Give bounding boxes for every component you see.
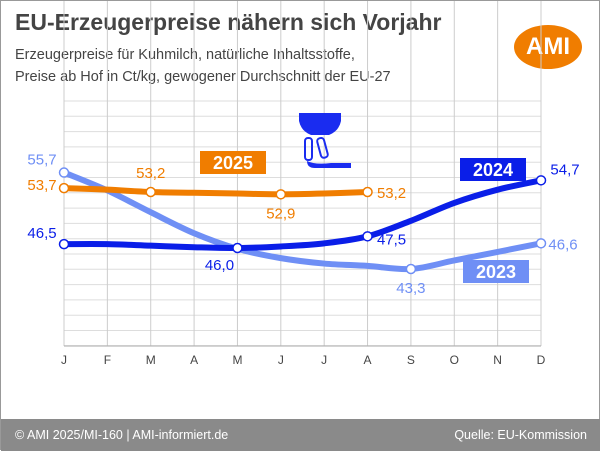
data-point [232, 242, 243, 254]
legend-label-2023: 2023 [476, 262, 516, 282]
series-tag-bg [200, 151, 266, 174]
chart-title: EU-Erzeugerpreise nähern sich Vorjahr [15, 9, 442, 35]
x-tick-label: M [146, 353, 156, 367]
data-point [275, 189, 287, 200]
x-tick-label: F [104, 353, 111, 367]
data-point [58, 238, 70, 250]
series-tag-bg [463, 260, 529, 283]
data-point [145, 186, 156, 198]
milking-cluster-icon [299, 113, 351, 168]
x-tick-label: N [493, 353, 502, 367]
data-label: 52,9 [266, 205, 295, 222]
x-tick-label: M [232, 353, 242, 367]
x-tick-label: J [321, 353, 327, 367]
x-tick-label: S [407, 353, 415, 367]
data-label: 54,7 [550, 161, 579, 178]
data-label: 46,0 [205, 257, 234, 274]
data-label: 53,2 [136, 165, 165, 182]
source: Quelle: EU-Kommission [454, 428, 587, 442]
data-point [535, 238, 547, 249]
x-tick-label: O [450, 353, 459, 367]
data-point [535, 175, 547, 186]
x-tick-label: J [61, 353, 67, 367]
series-line-2024 [61, 177, 544, 252]
x-tick-label: J [278, 353, 284, 367]
copyright: © AMI 2025/MI-160 | AMI-informiert.de [15, 428, 229, 442]
x-tick-label: A [190, 353, 198, 367]
data-label: 46,5 [27, 225, 56, 242]
data-point [362, 231, 373, 242]
data-point [405, 263, 417, 275]
chart-subtitle-2: Preise ab Hof in Ct/kg, gewogener Durchs… [15, 69, 391, 85]
data-label: 43,3 [396, 280, 425, 297]
data-label: 53,2 [377, 185, 406, 202]
line-chart: J F M A M J J A S O N D 55,7 43,3 46,6 2023 46,5 46,0 47,5… [27, 1, 580, 367]
data-label: 55,7 [27, 152, 56, 169]
series-tag-bg [460, 158, 526, 181]
data-point [58, 182, 70, 194]
x-tick-label: A [364, 353, 372, 367]
legend-label-2024: 2024 [473, 160, 513, 180]
data-label: 46,6 [548, 236, 577, 253]
legend-label-2025: 2025 [213, 153, 253, 173]
data-point [58, 167, 70, 178]
data-label: 47,5 [377, 231, 406, 248]
series-line-2023 [61, 169, 544, 273]
ami-logo: AMI [514, 25, 582, 69]
data-point [362, 186, 373, 198]
footer: © AMI 2025/MI-160 | AMI-informiert.de Qu… [1, 419, 600, 451]
x-tick-label: D [537, 353, 546, 367]
chart-subtitle: Erzeugerpreise für Kuhmilch, natürliche … [15, 47, 355, 63]
series-line-2025 [61, 185, 371, 198]
data-label: 53,7 [27, 177, 56, 194]
